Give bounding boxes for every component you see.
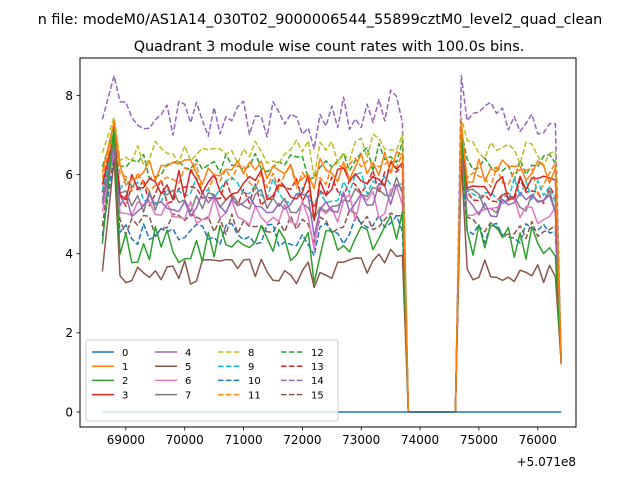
series-line-3 — [101, 134, 563, 413]
series-line-2 — [101, 124, 563, 413]
series-line-6 — [101, 150, 563, 413]
legend-label-15: 15 — [311, 390, 324, 401]
x-tick-label: 73000 — [342, 433, 380, 447]
series-layer — [101, 75, 563, 413]
y-tick-label: 2 — [65, 326, 73, 340]
series-line-1 — [101, 120, 563, 413]
legend-label-6: 6 — [185, 376, 191, 387]
x-tick-label: 69000 — [107, 433, 145, 447]
figure-suptitle: n file: modeM0/AS1A14_030T02_9000006544_… — [38, 12, 603, 28]
series-line-10 — [101, 154, 563, 413]
x-tick-label: 70000 — [166, 433, 204, 447]
legend-label-11: 11 — [248, 390, 261, 401]
legend-label-2: 2 — [122, 376, 128, 387]
x-axis: 69000 70000 71000 72000 73000 74000 75000 76000 — [107, 427, 557, 447]
legend-label-13: 13 — [311, 362, 324, 373]
x-tick-label: 76000 — [519, 433, 557, 447]
series-line-8 — [101, 116, 563, 413]
y-tick-label: 6 — [65, 168, 73, 182]
x-tick-label: 71000 — [224, 433, 262, 447]
x-tick-label: 72000 — [283, 433, 321, 447]
legend-label-4: 4 — [185, 348, 191, 359]
series-line-4 — [101, 146, 563, 413]
series-line-12 — [101, 130, 563, 413]
y-axis: 0 2 4 6 8 — [65, 89, 80, 419]
x-offset-label: +5.071e8 — [517, 455, 576, 469]
legend-label-0: 0 — [122, 348, 128, 359]
legend-label-7: 7 — [185, 390, 191, 401]
legend-label-9: 9 — [248, 362, 254, 373]
series-line-14 — [101, 75, 563, 413]
chart-title: Quadrant 3 module wise count rates with … — [134, 39, 525, 55]
legend-label-3: 3 — [122, 390, 128, 401]
legend-label-10: 10 — [248, 376, 261, 387]
legend-label-14: 14 — [311, 376, 324, 387]
y-tick-label: 4 — [65, 247, 73, 261]
x-tick-label: 74000 — [401, 433, 439, 447]
series-line-9 — [101, 134, 563, 413]
legend-label-1: 1 — [122, 362, 128, 373]
series-line-5 — [101, 158, 563, 413]
y-tick-label: 8 — [65, 89, 73, 103]
legend-label-8: 8 — [248, 348, 254, 359]
legend-box — [85, 339, 339, 422]
series-line-15 — [101, 142, 563, 413]
legend-label-5: 5 — [185, 362, 191, 373]
plot-frame — [79, 57, 577, 428]
legend-label-12: 12 — [311, 348, 324, 359]
y-tick-label: 0 — [65, 405, 73, 419]
x-tick-label: 75000 — [460, 433, 498, 447]
